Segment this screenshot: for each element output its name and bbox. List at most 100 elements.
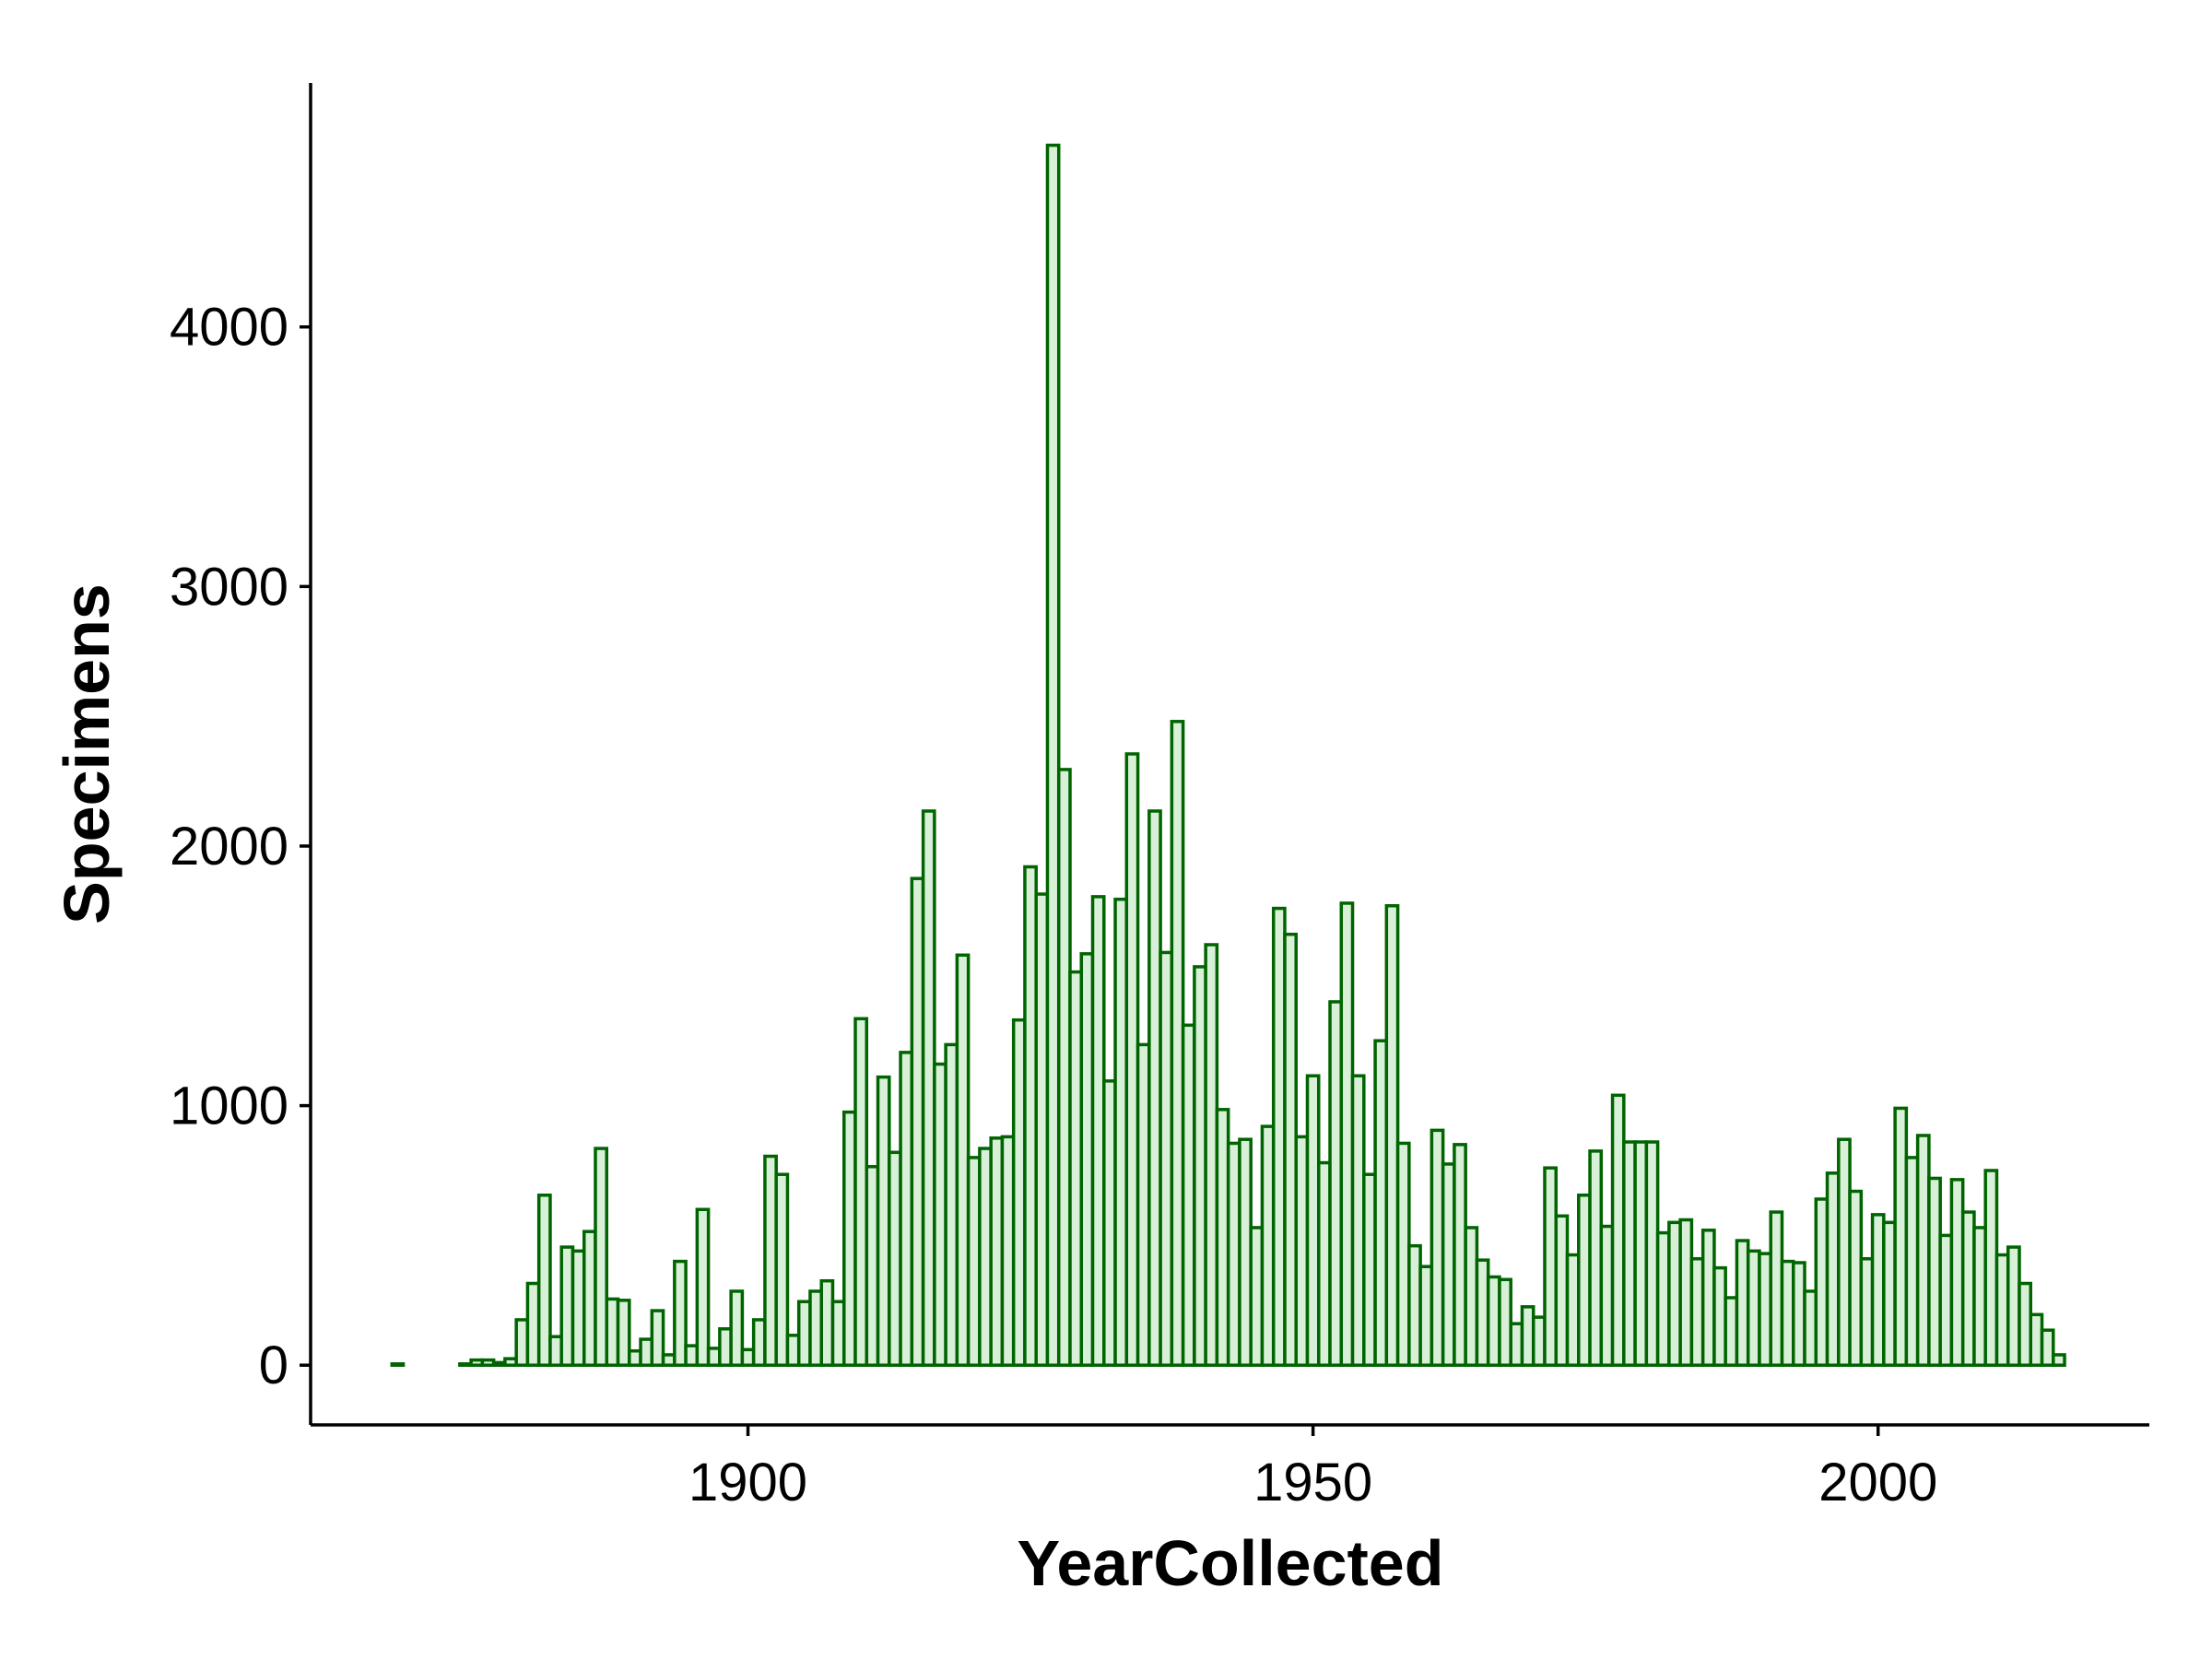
- bar: [684, 1344, 700, 1367]
- x-tick-label: 1900: [688, 1453, 807, 1512]
- bar: [706, 1347, 722, 1367]
- bar: [1328, 1000, 1344, 1367]
- bar: [1848, 1189, 1864, 1367]
- bar: [548, 1335, 563, 1367]
- bar: [774, 1172, 790, 1367]
- bar: [1113, 897, 1129, 1367]
- bar: [1837, 1137, 1852, 1367]
- bar: [796, 1300, 812, 1367]
- bar: [1994, 1253, 2010, 1367]
- bar: [1238, 1137, 1253, 1367]
- bar: [1362, 1172, 1377, 1367]
- bar: [1915, 1134, 1931, 1367]
- bar: [888, 1150, 902, 1367]
- bar: [1305, 1074, 1321, 1367]
- bar: [1644, 1140, 1660, 1367]
- bar: [966, 1156, 982, 1367]
- bar: [673, 1259, 688, 1367]
- bar: [491, 1360, 507, 1367]
- bar: [1498, 1277, 1512, 1367]
- bar: [1317, 1160, 1332, 1367]
- bar: [616, 1299, 631, 1367]
- bar: [1124, 752, 1140, 1367]
- bar: [944, 1042, 959, 1367]
- bar: [1147, 809, 1162, 1367]
- bar: [1215, 1108, 1230, 1367]
- bar: [1486, 1275, 1501, 1367]
- bar: [740, 1347, 756, 1367]
- bar: [1294, 1135, 1310, 1367]
- x-tick-label: 2000: [1818, 1453, 1937, 1512]
- bar: [910, 877, 925, 1367]
- bar: [1622, 1140, 1637, 1367]
- bar: [1577, 1194, 1592, 1367]
- bar: [1023, 865, 1038, 1367]
- bar: [1700, 1229, 1716, 1367]
- bar: [514, 1318, 530, 1367]
- bar: [1395, 1141, 1411, 1367]
- bar: [1938, 1233, 1954, 1367]
- bar: [1792, 1261, 1806, 1367]
- bar: [1610, 1093, 1626, 1367]
- bar: [1430, 1128, 1445, 1367]
- bar: [503, 1357, 518, 1367]
- bar: [1464, 1226, 1479, 1367]
- bar: [1045, 143, 1061, 1367]
- bar: [1159, 950, 1174, 1367]
- bar: [1283, 932, 1298, 1367]
- bar: [1554, 1214, 1570, 1367]
- bar: [718, 1327, 733, 1367]
- bar: [2006, 1245, 2021, 1367]
- bar: [1418, 1265, 1434, 1367]
- bar: [1758, 1252, 1772, 1367]
- bar: [1712, 1265, 1727, 1367]
- bar: [808, 1289, 823, 1367]
- bar: [899, 1051, 914, 1367]
- bar: [1724, 1296, 1739, 1367]
- bar: [989, 1136, 1005, 1367]
- bar: [1384, 904, 1400, 1367]
- bar: [1655, 1230, 1671, 1367]
- bar: [1034, 892, 1050, 1367]
- bar: [819, 1278, 835, 1367]
- bar: [1249, 1226, 1265, 1367]
- bar: [536, 1194, 552, 1367]
- bar: [1068, 970, 1084, 1367]
- bar: [1181, 1023, 1196, 1367]
- bar: [1949, 1178, 1965, 1367]
- bar: [853, 1017, 869, 1367]
- bar: [1735, 1239, 1750, 1367]
- bar: [1453, 1143, 1467, 1367]
- bar: [1000, 1135, 1016, 1367]
- bar: [1170, 720, 1185, 1367]
- bar: [1090, 895, 1106, 1367]
- bar: [933, 1062, 947, 1367]
- y-tick-label: 3000: [170, 557, 288, 617]
- bar: [480, 1358, 496, 1367]
- y-tick-label: 4000: [170, 298, 288, 358]
- bar: [1475, 1258, 1490, 1367]
- bar: [1350, 1074, 1366, 1367]
- bar: [1780, 1259, 1795, 1367]
- y-axis-title: Specimens: [51, 583, 123, 924]
- bar: [1056, 768, 1072, 1367]
- bar: [2018, 1281, 2033, 1367]
- bar: [525, 1281, 541, 1367]
- bar: [1814, 1197, 1830, 1367]
- bar: [1588, 1149, 1604, 1367]
- bar: [842, 1110, 857, 1367]
- bar: [639, 1337, 654, 1367]
- bar: [955, 953, 971, 1367]
- x-axis-title: YearCollected: [1018, 1527, 1444, 1599]
- bar: [921, 809, 936, 1367]
- bar: [2052, 1353, 2066, 1367]
- bar: [1746, 1249, 1761, 1367]
- bar: [1927, 1176, 1942, 1367]
- bar: [458, 1362, 473, 1367]
- bar: [1520, 1305, 1535, 1367]
- bar: [1271, 906, 1287, 1367]
- y-tick-label: 2000: [170, 817, 288, 877]
